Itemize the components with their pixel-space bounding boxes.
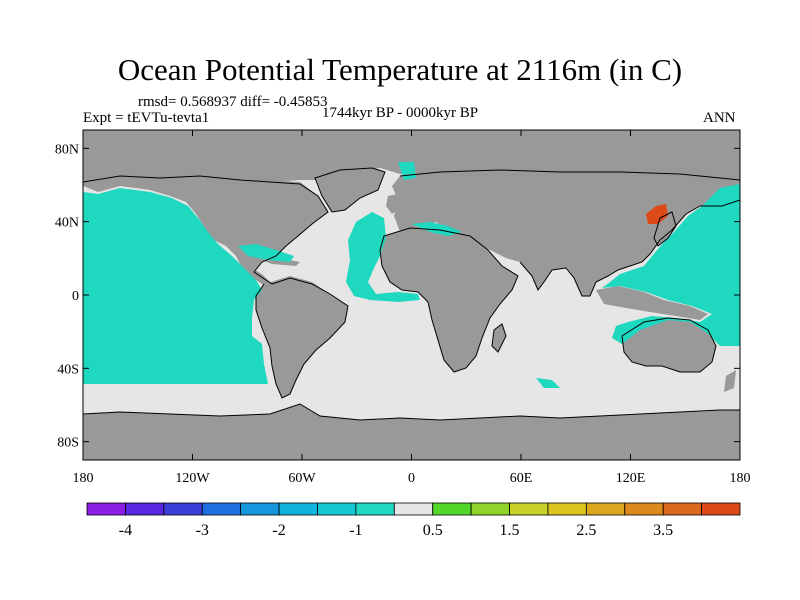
y-tick-label: 40S <box>57 362 79 377</box>
madagascar <box>492 324 506 352</box>
colorbar-box <box>278 502 318 516</box>
x-tick-label: 0 <box>408 471 415 486</box>
x-tick-label: 120W <box>175 471 210 486</box>
colorbar-box <box>355 502 395 516</box>
colorbar-label: 1.5 <box>500 522 520 539</box>
colorbar-box <box>393 502 434 516</box>
colorbar-box <box>317 502 357 516</box>
colorbar-label: -2 <box>272 522 285 539</box>
maritime-continent <box>596 286 708 320</box>
x-tick-label: 180 <box>73 471 94 486</box>
colorbar-box <box>662 502 702 516</box>
colorbar-box <box>432 502 472 516</box>
west-pacific-anomaly <box>602 184 740 346</box>
colorbar-label: 2.5 <box>576 522 596 539</box>
colorbar-box <box>125 502 165 516</box>
period-label: 1744kyr BP - 0000kyr BP <box>322 105 479 121</box>
japan-sea-warm-anomaly <box>646 204 668 224</box>
colorbar-box <box>585 502 626 516</box>
x-tick-label: 180 <box>730 471 751 486</box>
y-tick-label: 80N <box>55 142 79 157</box>
new-zealand <box>724 370 736 392</box>
colorbar-label: -3 <box>196 522 209 539</box>
experiment-label: Expt = tEVTu-tevta1 <box>83 110 210 126</box>
africa <box>380 228 518 372</box>
atlantic-anomaly <box>346 212 420 302</box>
australia <box>622 318 716 372</box>
antarctica <box>83 404 740 460</box>
colorbar-box <box>547 502 587 516</box>
map-area <box>83 130 740 460</box>
colorbar-label: -4 <box>119 522 132 539</box>
british-isles <box>386 194 400 214</box>
season-label: ANN <box>703 110 736 126</box>
colorbar-box <box>701 502 741 516</box>
south-america <box>256 276 348 398</box>
colorbar-label: 0.5 <box>423 522 443 539</box>
caribbean-anomaly <box>238 244 294 262</box>
colorbar-box <box>86 502 126 516</box>
y-tick-label: 80S <box>57 436 79 451</box>
southern-anomaly <box>536 378 560 388</box>
colorbar-box <box>201 502 242 516</box>
colorbar-label: -1 <box>349 522 362 539</box>
colorbar-label: 3.5 <box>653 522 673 539</box>
greenland <box>315 168 385 212</box>
colorbar: -4 -3 -2 -1 0.5 1.5 2.5 3.5 <box>86 502 741 539</box>
stats-text: rmsd= 0.568937 diff= -0.45853 <box>138 94 328 110</box>
mediterranean-anomaly <box>412 222 462 236</box>
eurasia <box>392 170 740 296</box>
plot-title: Ocean Potential Temperature at 2116m (in… <box>117 52 683 87</box>
map-axes: 180 120W 60W 0 60E 120E 180 80N 40N 0 40S 80S <box>55 130 751 486</box>
colorbar-box <box>470 502 510 516</box>
colorbar-box <box>240 502 280 516</box>
colorbar-box <box>509 502 549 516</box>
coastlines <box>83 167 740 421</box>
x-tick-label: 60E <box>510 471 533 486</box>
y-tick-label: 40N <box>55 216 79 231</box>
colorbar-box <box>163 502 203 516</box>
colorbar-box <box>624 502 664 516</box>
pacific-anomaly <box>83 188 268 384</box>
y-tick-label: 0 <box>72 289 79 304</box>
x-tick-label: 60W <box>288 471 316 486</box>
x-tick-label: 120E <box>616 471 646 486</box>
